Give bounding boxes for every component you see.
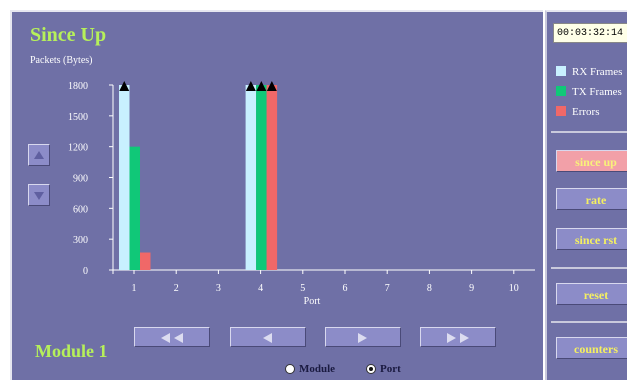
elapsed-timer: 00:03:32:14	[553, 23, 627, 43]
x-tick-label: 3	[216, 283, 221, 294]
legend-rx-swatch	[556, 66, 566, 76]
page-title: Since Up	[30, 24, 107, 46]
port-radio[interactable]	[366, 364, 376, 374]
x-tick-label: 1	[132, 283, 137, 294]
view-module-option[interactable]: Module	[285, 363, 335, 375]
y-tick-label: 1800	[68, 81, 88, 92]
legend-tx: TX Frames	[556, 86, 622, 98]
x-tick-label: 6	[343, 283, 348, 294]
legend-errors-swatch	[556, 106, 566, 116]
next-page-button[interactable]	[325, 327, 401, 347]
y-tick-label: 300	[73, 235, 88, 246]
x-tick-label: 10	[509, 283, 519, 294]
bar-errors	[266, 85, 278, 270]
divider	[551, 267, 627, 269]
since-rst-button[interactable]: since rst	[556, 228, 627, 250]
bar-tx-frames	[256, 85, 267, 270]
x-axis-label: Port	[304, 296, 321, 307]
module-radio[interactable]	[285, 364, 295, 374]
x-tick-label: 5	[300, 283, 305, 294]
legend-errors: Errors	[556, 106, 600, 118]
scale-down-button[interactable]	[28, 184, 50, 206]
double-left-icon	[161, 333, 170, 343]
y-tick-label: 0	[83, 266, 88, 277]
packets-chart: Packets (Bytes) 0 300 600 900 1200 1500 1800 1 2 3…	[30, 55, 535, 307]
bar-rx-frames	[245, 85, 257, 270]
overflow-marker-icon	[119, 81, 130, 91]
bar-tx-frames	[129, 146, 140, 270]
scale-up-button[interactable]	[28, 144, 50, 166]
reset-button[interactable]: reset	[556, 283, 627, 305]
y-tick-label: 600	[73, 204, 88, 215]
view-port-option[interactable]: Port	[366, 363, 401, 375]
right-icon	[358, 333, 367, 343]
x-tick-label: 7	[385, 283, 390, 294]
y-tick-label: 1500	[68, 112, 88, 123]
y-tick-label: 900	[73, 174, 88, 185]
x-tick-label: 2	[174, 283, 179, 294]
divider	[551, 321, 627, 323]
y-axis-label: Packets (Bytes)	[30, 55, 93, 66]
since-up-button[interactable]: since up	[556, 150, 627, 172]
y-tick-label: 1200	[68, 143, 88, 154]
double-right-icon	[447, 333, 456, 343]
triangle-down-icon	[34, 192, 44, 200]
divider	[551, 131, 627, 133]
x-tick-label: 8	[427, 283, 432, 294]
left-icon	[263, 333, 272, 343]
prev-page-button[interactable]	[230, 327, 306, 347]
legend-tx-swatch	[556, 86, 566, 96]
port-radio-label: Port	[380, 363, 401, 375]
last-page-button[interactable]	[420, 327, 496, 347]
bar-rx-frames	[119, 85, 130, 270]
module-label: Module 1	[35, 341, 108, 361]
overflow-marker-icon	[256, 81, 267, 91]
first-page-button[interactable]	[134, 327, 210, 347]
legend-rx: RX Frames	[556, 66, 622, 78]
triangle-up-icon	[34, 151, 44, 159]
rate-button[interactable]: rate	[556, 188, 627, 210]
counters-button[interactable]: counters	[556, 337, 627, 359]
module-radio-label: Module	[299, 363, 336, 375]
overflow-marker-icon	[266, 81, 277, 91]
x-tick-label: 4	[258, 283, 263, 294]
overflow-marker-icon	[245, 81, 256, 91]
bar-errors	[140, 252, 151, 270]
x-tick-label: 9	[469, 283, 474, 294]
